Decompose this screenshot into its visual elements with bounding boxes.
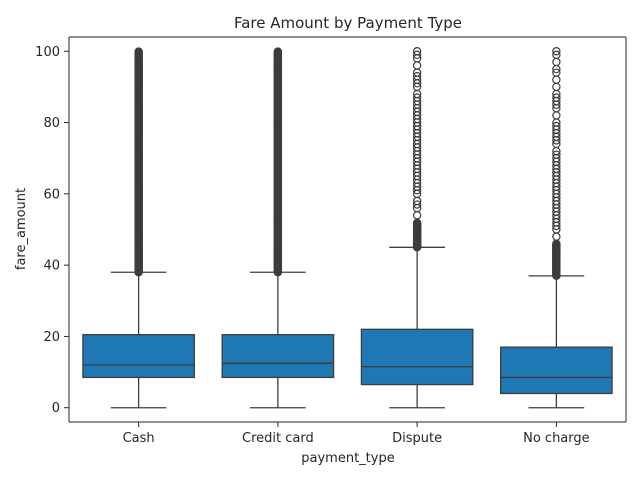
outlier-point <box>552 150 561 159</box>
y-tick-label: 20 <box>43 330 60 345</box>
outlier-point <box>552 93 561 102</box>
outlier-point <box>552 50 561 60</box>
outlier-point <box>552 232 561 241</box>
outlier-point <box>552 82 561 92</box>
outlier-point <box>412 200 422 209</box>
x-tick-label: Cash <box>123 431 155 446</box>
chart-title: Fare Amount by Payment Type <box>234 14 462 32</box>
plot-area: 0 20 40 60 80 100 Cash Credit card Dispute No cha… <box>35 36 627 446</box>
outlier-point <box>552 47 561 56</box>
outlier-point <box>412 211 422 220</box>
outlier-point <box>412 47 422 56</box>
x-tick-label: Dispute <box>392 431 442 446</box>
outlier-point <box>552 68 561 77</box>
y-tick-label: 0 <box>52 401 60 416</box>
outlier-point <box>273 47 283 56</box>
outlier-point <box>134 47 143 56</box>
outlier-point <box>552 121 561 131</box>
outlier-point <box>412 72 422 81</box>
box-iqr <box>500 346 613 395</box>
y-axis-label: fare_amount <box>14 188 29 270</box>
y-tick-label: 80 <box>43 116 60 131</box>
outlier-point <box>552 75 561 84</box>
x-tick-label: Credit card <box>242 431 314 446</box>
outlier-point <box>552 111 561 120</box>
box-iqr <box>221 334 335 379</box>
y-tick-label: 100 <box>35 45 60 60</box>
outlier-point <box>412 93 422 102</box>
box-iqr <box>82 334 195 379</box>
box-iqr <box>360 328 474 386</box>
outlier-point <box>412 50 422 60</box>
y-tick-label: 60 <box>43 187 60 202</box>
outlier-point <box>412 61 422 70</box>
y-tick-label: 40 <box>43 259 60 274</box>
outlier-point <box>552 57 561 67</box>
x-tick-label: No charge <box>523 431 590 446</box>
x-axis-label: payment_type <box>301 451 394 466</box>
